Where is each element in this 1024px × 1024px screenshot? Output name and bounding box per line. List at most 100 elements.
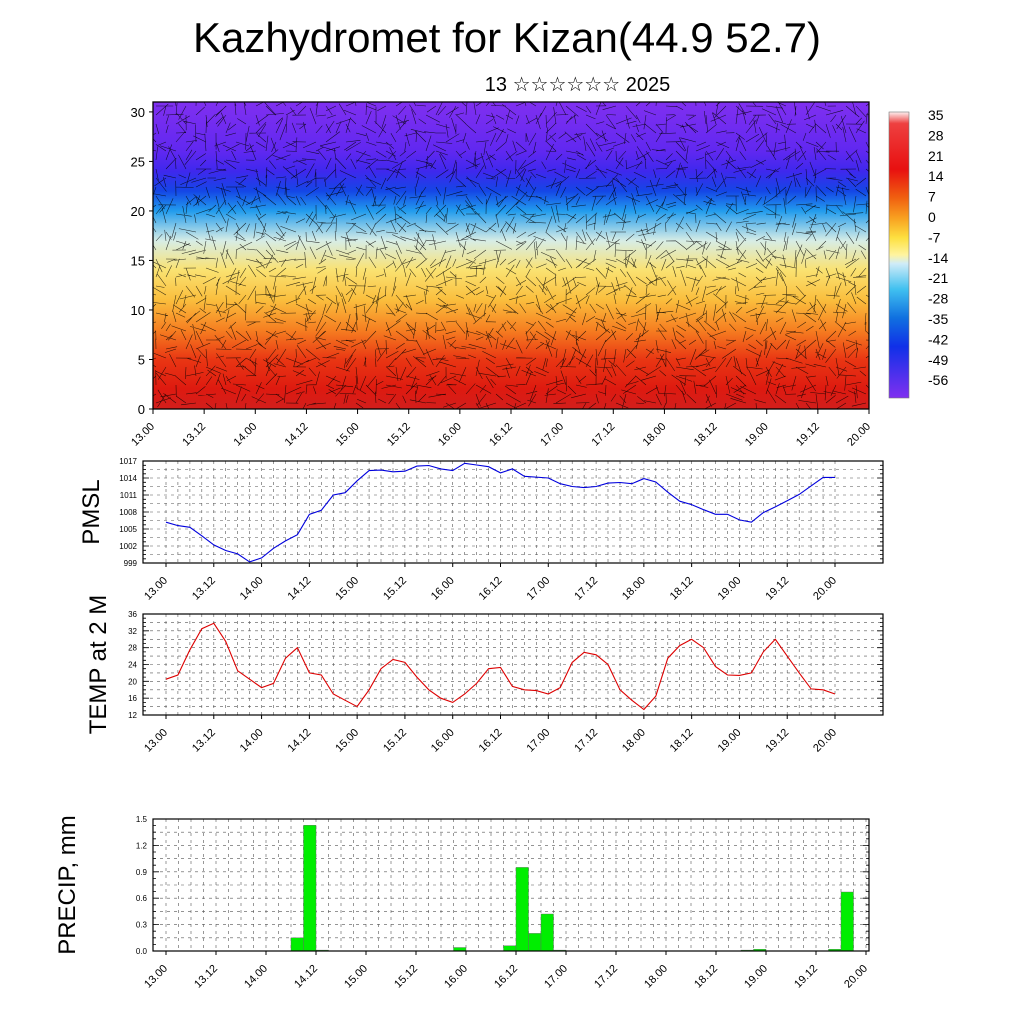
x-tick-label: 14.12 [286,727,314,755]
x-tick-label: 19.00 [716,727,744,755]
y-tick-label: 20 [131,204,145,219]
pmsl-panel: 999 1002 1005 1008 1011 1014 1017 13.00 13.12 14.… [78,457,884,603]
y-tick-label: 0.0 [136,947,148,956]
pmsl-frame [142,460,884,564]
x-tick-label: 13.00 [142,727,170,755]
grid-horizontal [143,460,883,564]
y-tick-label: 24 [128,661,137,670]
x-tick-label: 15.12 [385,421,413,449]
x-tick-label: 17.00 [524,575,552,603]
chart-subtitle: 13 ☆☆☆☆☆☆ 2025 [484,74,671,96]
colorbar-label: 35 [928,107,944,123]
x-tick-label: 17.00 [542,963,570,991]
y-tick-label: 1.2 [136,841,148,850]
y-tick-label: 0.3 [136,921,148,930]
x-tick-label: 17.12 [572,575,600,603]
x-tick-label: 18.12 [692,421,720,449]
y-tick-label: 0 [138,402,145,417]
colorbar-label: -42 [928,331,948,347]
x-tick-label: 16.00 [442,963,470,991]
colorbar-label: -7 [928,229,941,245]
x-tick-label: 16.00 [429,575,457,603]
x-tick-label: 19.12 [763,727,791,755]
x-tick-label: 18.00 [620,727,648,755]
y-tick-label: 1002 [119,542,137,551]
temp-axis-title: TEMP at 2 M [85,595,112,735]
x-tick-label: 14.00 [238,575,266,603]
x-tick-label: 17.12 [572,727,600,755]
cross-section-fill [153,102,869,409]
x-tick-label: 15.12 [381,575,409,603]
colorbar-label: 28 [928,127,944,143]
x-tick-label: 16.00 [436,421,464,449]
colorbar-label: 0 [928,209,936,225]
pmsl-series-line [165,462,835,563]
x-tick-label: 14.00 [231,421,259,449]
x-tick-label: 18.12 [668,575,696,603]
x-tick-label: 16.12 [487,421,515,449]
x-tick-label: 13.12 [190,575,218,603]
colorbar-labels: 35 28 21 14 7 0 -7 -14 -21 -28 -35 -42 -49 -56 [928,107,948,388]
x-tick-label: 19.00 [742,963,770,991]
colorbar-label: -49 [928,352,948,368]
precip-bar [290,937,304,952]
wind-vectors [153,102,869,409]
y-tick-label: 25 [131,154,145,169]
x-tick-label: 16.12 [477,575,505,603]
x-tick-label: 14.12 [283,421,311,449]
y-tick-label: 1011 [120,491,138,500]
y-tick-label: 0.9 [136,868,148,877]
temp-panel: 12 16 20 24 28 32 36 13.00 13.12 14.00 14.12 15.00 1… [85,595,884,755]
y-tick-label: 16 [128,694,137,703]
colorbar-label: 14 [928,168,944,184]
grid-horizontal [143,613,883,716]
colorbar-label: -28 [928,291,948,307]
y-tick-label: 12 [128,711,137,720]
x-tick-label: 19.12 [763,575,791,603]
y-minor-ticks [153,818,869,952]
cross-section-y-ticks: 0 5 10 15 20 25 30 [131,105,153,417]
chart-title: Kazhydromet for Kizan(44.9 52.7) [193,14,821,61]
x-tick-label: 14.00 [238,727,266,755]
x-tick-label: 13.12 [190,727,218,755]
x-tick-label: 17.12 [592,963,620,991]
x-tick-label: 16.00 [429,727,457,755]
y-tick-label: 28 [128,644,137,653]
grid-horizontal [153,818,869,952]
colorbar-label: -14 [928,250,948,266]
x-tick-label: 18.12 [692,963,720,991]
pmsl-axis-title: PMSL [78,479,105,544]
precip-bar [528,933,542,952]
precip-bar [303,825,317,952]
x-tick-label: 17.00 [524,727,552,755]
x-tick-label: 13.00 [129,421,157,449]
x-tick-label: 13.00 [142,963,170,991]
x-tick-label: 14.12 [292,963,320,991]
x-tick-label: 20.00 [842,963,870,991]
x-tick-label: 15.00 [333,727,361,755]
x-tick-label: 15.12 [392,963,420,991]
precip-bar [515,867,529,952]
x-tick-label: 13.12 [180,421,208,449]
colorbar-label: 21 [928,148,944,164]
wind-vector-field [153,102,869,409]
x-tick-label: 15.00 [333,575,361,603]
y-tick-label: 10 [131,303,145,318]
y-tick-label: 1014 [119,474,137,483]
x-tick-label: 19.12 [794,421,822,449]
x-tick-label: 18.00 [642,963,670,991]
x-tick-label: 15.00 [342,963,370,991]
x-tick-label: 15.12 [381,727,409,755]
y-tick-label: 32 [128,627,137,636]
temp-frame [142,613,884,716]
x-tick-label: 20.00 [811,727,839,755]
x-tick-label: 18.00 [620,575,648,603]
x-tick-label: 20.00 [811,575,839,603]
cross-section-panel: 0 5 10 15 20 25 30 13.00 13.12 14.00 14.12 15.00 15… [129,101,948,449]
x-tick-label: 18.12 [668,727,696,755]
x-tick-label: 13.12 [192,963,220,991]
y-tick-label: 36 [128,610,137,619]
x-tick-label: 17.12 [589,421,617,449]
x-tick-label: 14.00 [242,963,270,991]
x-tick-label: 19.12 [792,963,820,991]
